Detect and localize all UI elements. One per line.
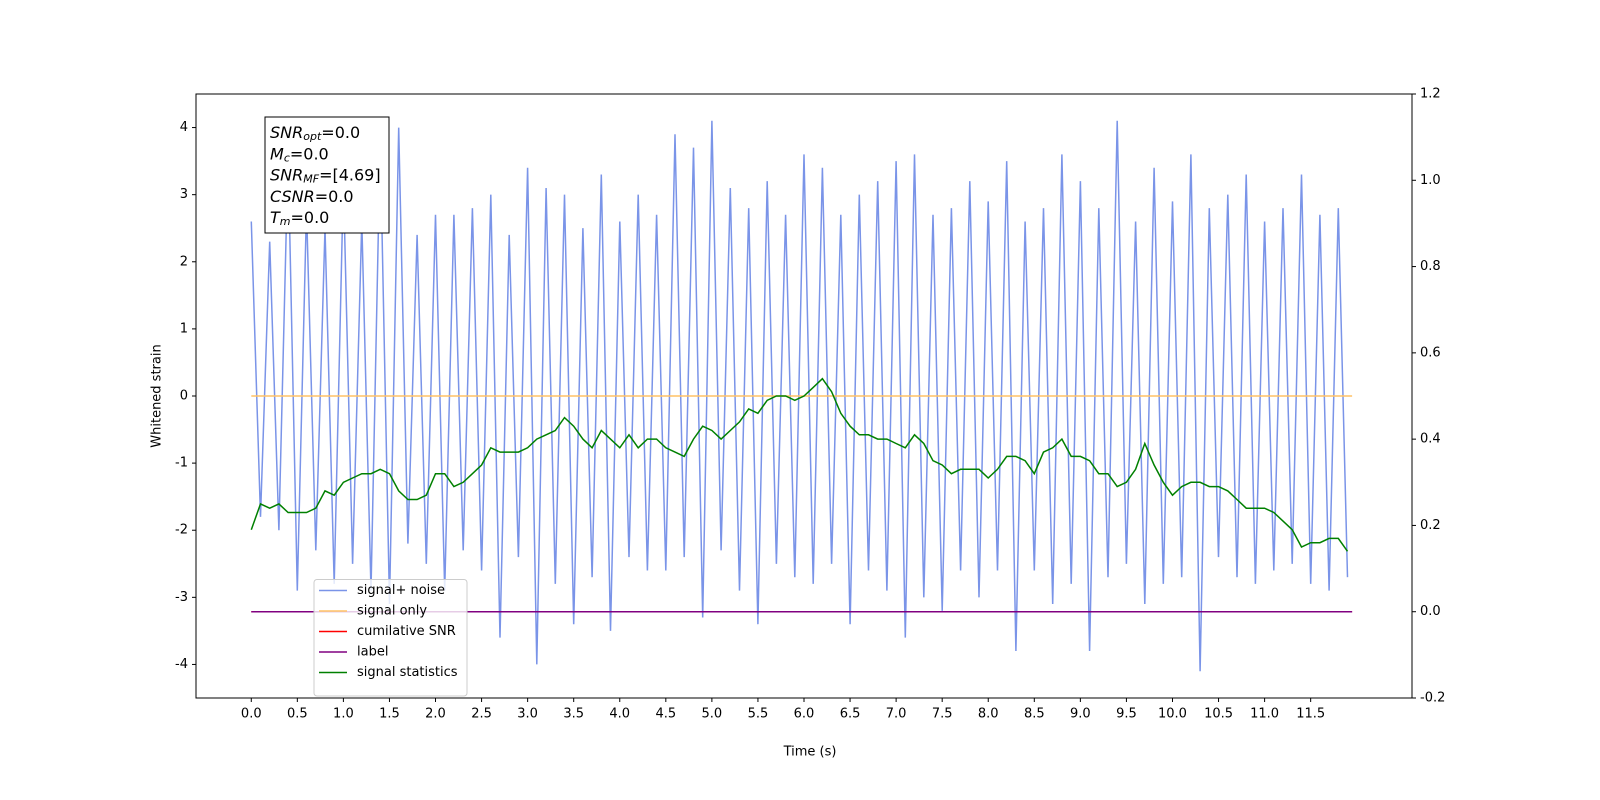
annotation-subscript: MF <box>303 173 319 186</box>
x-tick-label: 7.0 <box>886 707 907 722</box>
annotation-symbol: SNR <box>270 123 303 142</box>
annotation-text: =0.0 <box>291 208 330 227</box>
x-tick-label: 0.0 <box>241 707 262 722</box>
legend-label: signal statistics <box>357 665 458 680</box>
y2-tick-label: 0.2 <box>1420 518 1441 533</box>
annotation-symbol: SNR <box>270 165 303 184</box>
x-tick-label: 2.5 <box>471 707 492 722</box>
legend-label: signal only <box>357 604 427 619</box>
annotation-subscript: c <box>284 151 290 164</box>
y-tick-label: 0 <box>180 389 188 404</box>
x-tick-label: 5.0 <box>702 707 723 722</box>
y-tick-label: -3 <box>175 590 188 605</box>
legend-box <box>313 579 468 697</box>
x-tick-label: 8.5 <box>1024 707 1045 722</box>
series-line <box>250 120 1349 672</box>
x-tick-label: 3.5 <box>563 707 584 722</box>
y2-tick-label: 1.2 <box>1420 87 1441 102</box>
x-tick-label: 2.0 <box>425 707 446 722</box>
y-tick-label: 4 <box>180 120 188 135</box>
legend-label: cumilative SNR <box>357 624 456 639</box>
x-tick-label: 10.5 <box>1204 707 1233 722</box>
x-tick-label: 4.0 <box>609 707 630 722</box>
annotation-box <box>264 116 390 234</box>
y-tick-label: 2 <box>180 254 188 269</box>
x-tick-label: 4.5 <box>655 707 676 722</box>
legend-label: label <box>357 645 388 660</box>
annotation-text: =0.0 <box>315 186 354 205</box>
x-tick-label: 8.0 <box>978 707 999 722</box>
x-tick-label: 6.5 <box>840 707 861 722</box>
y2-tick-label: 0.6 <box>1420 345 1441 360</box>
y-tick-label: -1 <box>175 456 188 471</box>
x-tick-label: 5.5 <box>748 707 769 722</box>
annotation-symbol: T <box>270 208 281 227</box>
annotation-text: =[4.69] <box>319 165 381 184</box>
annotation-line: Tm=0.0 <box>270 208 329 229</box>
x-tick-label: 1.0 <box>333 707 354 722</box>
y2-tick-label: 0.4 <box>1420 432 1441 447</box>
y2-tick-label: 0.0 <box>1420 604 1441 619</box>
x-tick-label: 1.5 <box>379 707 400 722</box>
y-tick-label: -2 <box>175 523 188 538</box>
y2-tick-label: 1.0 <box>1420 173 1441 188</box>
annotation-line: CSNR=0.0 <box>270 186 354 205</box>
y-tick-label: -4 <box>175 657 188 672</box>
x-tick-label: 0.5 <box>287 707 308 722</box>
y2-tick-label: -0.2 <box>1420 691 1445 706</box>
annotation-line: Mc=0.0 <box>270 144 329 165</box>
y-tick-label: 3 <box>180 187 188 202</box>
x-tick-label: 9.0 <box>1070 707 1091 722</box>
annotation-subscript: m <box>280 215 291 228</box>
x-tick-label: 7.5 <box>932 707 953 722</box>
y2-tick-label: 0.8 <box>1420 259 1441 274</box>
y-axis-label: Whitened strain <box>150 344 165 447</box>
x-tick-label: 11.0 <box>1250 707 1279 722</box>
x-tick-label: 9.5 <box>1116 707 1137 722</box>
x-tick-label: 10.0 <box>1158 707 1187 722</box>
x-axis-label: Time (s) <box>783 745 837 760</box>
annotation-text: =0.0 <box>290 144 329 163</box>
y-tick-label: 1 <box>180 321 188 336</box>
annotation-subscript: opt <box>303 130 322 143</box>
x-tick-label: 11.5 <box>1296 707 1325 722</box>
annotation-text: =0.0 <box>321 123 360 142</box>
legend-label: signal+ noise <box>357 583 445 598</box>
annotation-symbol: M <box>270 144 284 163</box>
x-tick-label: 6.0 <box>794 707 815 722</box>
annotation-line: SNRopt=0.0 <box>270 123 360 144</box>
series-line <box>250 377 1349 552</box>
annotation-symbol: CSNR <box>270 186 315 205</box>
x-tick-label: 3.0 <box>517 707 538 722</box>
annotation-line: SNRMF=[4.69] <box>270 165 381 186</box>
